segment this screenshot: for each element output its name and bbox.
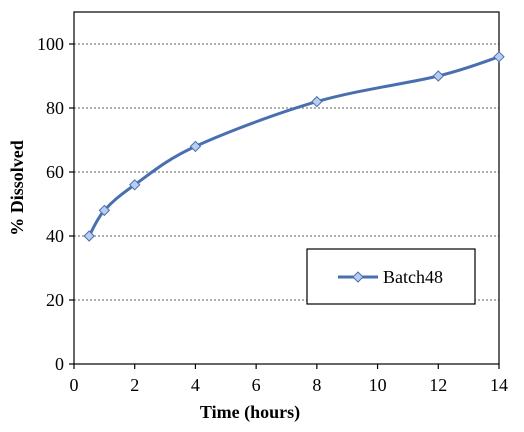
legend-label-batch48: Batch48	[383, 267, 443, 287]
x-axis-label: Time (hours)	[200, 402, 300, 423]
data-point-1	[98, 204, 111, 217]
y-tick-label-60: 60	[46, 162, 64, 182]
data-point-2	[129, 179, 141, 191]
x-tick-label-6: 6	[252, 375, 261, 395]
data-point-12	[432, 70, 444, 82]
y-tick-label-40: 40	[46, 226, 64, 246]
y-tick-label-0: 0	[55, 354, 64, 374]
x-tick-label-14: 14	[490, 375, 508, 395]
data-point-0.5	[83, 230, 95, 242]
x-tick-label-12: 12	[429, 375, 447, 395]
x-tick-label-0: 0	[70, 375, 79, 395]
series-line-batch48	[87, 55, 500, 237]
y-axis-label: % Dissolved	[7, 140, 27, 236]
data-point-4	[189, 140, 202, 153]
grid-layer	[74, 43, 499, 301]
x-tick-label-2: 2	[130, 375, 139, 395]
x-tick-label-4: 4	[191, 375, 200, 395]
data-point-14	[493, 51, 505, 63]
x-tick-label-10: 10	[369, 375, 387, 395]
y-tick-label-80: 80	[46, 98, 64, 118]
legend-marker-swatch	[352, 271, 364, 283]
y-tick-label-100: 100	[37, 34, 64, 54]
series-layer	[83, 51, 505, 242]
tick-layer: 0 20 40 60 80 100 0 2 4 6 8 10 12 14	[37, 34, 508, 395]
plot-frame	[73, 11, 500, 365]
y-tick-label-20: 20	[46, 290, 64, 310]
data-point-8	[311, 95, 323, 108]
x-tick-label-8: 8	[312, 375, 321, 395]
legend: Batch48	[306, 248, 476, 305]
legend-box	[306, 248, 476, 305]
